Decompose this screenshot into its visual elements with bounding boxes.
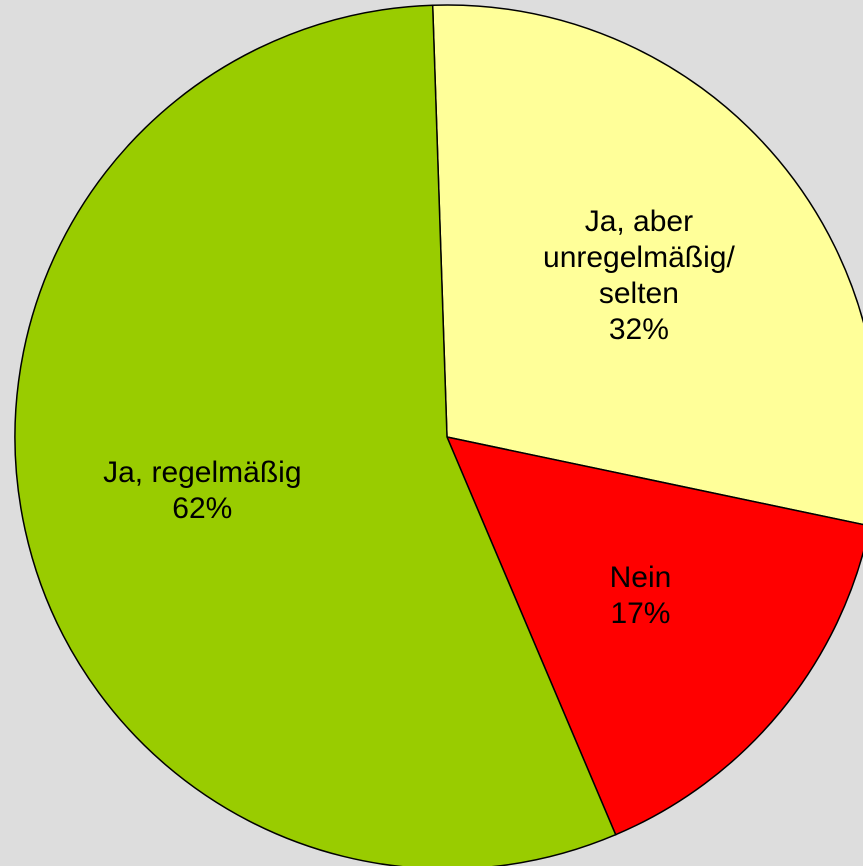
slice-label: Ja, aber unregelmäßig/ selten 32% — [534, 204, 744, 348]
pie-slice — [431, 4, 863, 526]
slice-label: Nein 17% — [535, 560, 745, 632]
value-label: 17% — [610, 597, 671, 631]
slice-label: Ja, regelmäßig 62% — [97, 455, 307, 527]
category-label: Ja, regelmäßig — [103, 455, 302, 489]
category-label: Ja, aber unregelmäßig/ selten — [543, 204, 735, 310]
value-label: 32% — [608, 312, 669, 346]
pie-slice — [14, 4, 617, 866]
value-label: 62% — [172, 491, 233, 525]
category-label: Nein — [609, 561, 672, 595]
pie-slice — [445, 435, 863, 836]
